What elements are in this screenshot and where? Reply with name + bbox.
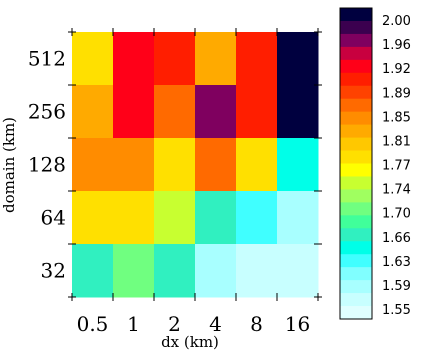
heatmap-cell [72, 32, 114, 86]
heatmap-cell [277, 191, 319, 245]
colorbar-label: 1.81 [382, 134, 411, 149]
colorbar-label: 1.55 [382, 303, 411, 318]
colorbar-label: 1.85 [382, 110, 411, 125]
heatmap-cell [236, 191, 278, 245]
colorbar-swatch [340, 111, 372, 126]
heatmap-cell [277, 32, 319, 86]
colorbar-border [339, 7, 373, 320]
colorbar-swatch [340, 306, 372, 320]
heatmap-cell [195, 138, 237, 192]
colorbar-swatch [340, 189, 372, 203]
colorbar-swatch [340, 33, 372, 48]
colorbar-label: 2.00 [382, 14, 411, 29]
heatmap-cell [236, 244, 278, 298]
heatmap-cell [236, 85, 278, 139]
colorbar-swatch [340, 280, 372, 294]
colorbar-swatch [340, 98, 372, 113]
x-tick-label: 8 [250, 312, 263, 336]
y-tick-label: 64 [41, 206, 66, 230]
colorbar [339, 7, 373, 320]
heatmap-cell [72, 191, 114, 245]
colorbar-label: 1.70 [382, 207, 411, 222]
heatmap-cell [154, 32, 196, 86]
colorbar-swatch [340, 59, 372, 74]
x-tick-label: 2 [168, 312, 181, 336]
colorbar-swatch [340, 150, 372, 164]
heatmap-cell [195, 32, 237, 86]
heatmap-cell [113, 138, 155, 192]
colorbar-label: 1.77 [382, 159, 411, 174]
colorbar-swatch [340, 215, 372, 229]
colorbar-swatch [340, 124, 372, 138]
colorbar-swatch [340, 228, 372, 242]
y-tick-label: 32 [41, 259, 66, 283]
heatmap-cell [195, 85, 237, 139]
y-tick-label: 256 [28, 100, 66, 124]
colorbar-swatch [340, 202, 372, 216]
colorbar-swatch [340, 85, 372, 100]
colorbar-swatch [340, 176, 372, 190]
colorbar-swatch [340, 163, 372, 177]
colorbar-swatch [340, 72, 372, 87]
y-tick-label: 128 [28, 153, 66, 177]
heatmap-cell [154, 85, 196, 139]
colorbar-label: 1.59 [382, 279, 411, 294]
heatmap-cell [277, 138, 319, 192]
heatmap-cells [72, 32, 319, 298]
heatmap-cell [277, 244, 319, 298]
colorbar-swatch [340, 20, 372, 35]
colorbar-label: 1.89 [382, 86, 411, 101]
colorbar-swatch [340, 241, 372, 255]
heatmap-cell [195, 191, 237, 245]
colorbar-swatch [340, 267, 372, 281]
heatmap-cell [154, 138, 196, 192]
heatmap-cell [154, 191, 196, 245]
colorbar-label: 1.96 [382, 38, 411, 53]
heatmap-cell [195, 244, 237, 298]
plot-frame [68, 28, 322, 301]
colorbar-labels: 2.00 1.96 1.92 1.89 1.85 1.81 1.77 1.74 1.70 1.66… [382, 14, 411, 318]
x-tick-label: 16 [285, 312, 310, 336]
heatmap-cell [72, 244, 114, 298]
x-tick-label: 1 [127, 312, 140, 336]
x-tick-label: 4 [209, 312, 222, 336]
colorbar-label: 1.92 [382, 62, 411, 77]
heatmap-cell [154, 244, 196, 298]
heatmap-cell [72, 85, 114, 139]
y-axis-label: domain (km) [0, 117, 18, 213]
colorbar-swatch [340, 293, 372, 307]
y-tick-labels: 512 256 128 64 32 [28, 47, 66, 283]
colorbar-swatch [340, 137, 372, 151]
colorbar-label: 1.63 [382, 255, 411, 270]
y-tick-label: 512 [28, 47, 66, 71]
heatmap-cell [113, 244, 155, 298]
heatmap-cell [113, 85, 155, 139]
heatmap-cell [236, 138, 278, 192]
x-axis-label: dx (km) [161, 333, 219, 351]
heatmap-cell [113, 32, 155, 86]
heatmap-cell [113, 191, 155, 245]
colorbar-label: 1.66 [382, 231, 411, 246]
heatmap-cell [277, 85, 319, 139]
colorbar-swatch [340, 254, 372, 268]
colorbar-swatch [340, 46, 372, 61]
heatmap-cell [236, 32, 278, 86]
x-tick-label: 0.5 [77, 312, 109, 336]
x-tick-labels: 0.5 1 2 4 8 16 [77, 312, 311, 336]
colorbar-swatch [340, 8, 372, 22]
colorbar-label: 1.74 [382, 183, 411, 198]
heatmap-cell [72, 138, 114, 192]
